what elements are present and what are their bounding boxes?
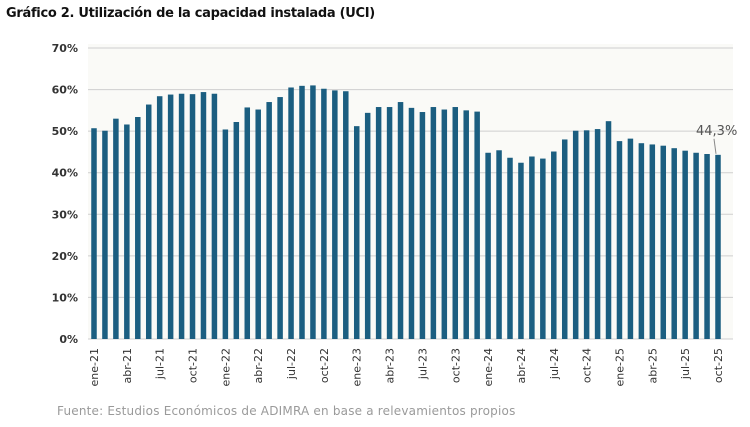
x-tick-label: ene-25 [613,348,626,386]
bar-may-22 [266,102,272,340]
bar-dic-21 [211,93,218,339]
x-tick-label: oct-21 [187,348,200,383]
y-tick-label: 30% [52,208,78,221]
x-tick-label: oct-22 [318,348,331,383]
bar-sep-23 [441,109,448,339]
bar-may-21 [135,117,141,339]
bar-jun-23 [408,107,415,339]
bar-nov-22 [332,90,338,339]
bar-oct-23 [452,107,459,339]
bar-mar-22 [244,107,251,339]
bar-sep-21 [178,93,185,339]
x-tick-label: abr-23 [384,348,397,384]
bar-feb-25 [627,138,634,339]
bar-feb-22 [233,121,240,339]
bar-jun-22 [277,97,283,339]
x-tick-label: jul-25 [679,348,692,380]
bar-jul-22 [288,87,294,339]
bar-feb-23 [364,112,371,339]
bar-mar-23 [375,107,382,339]
x-tick-label: oct-23 [449,348,462,383]
bar-oct-21 [189,94,196,339]
bar-ene-24 [485,152,491,339]
bar-dic-24 [605,121,612,339]
x-tick-label: ene-21 [88,348,101,386]
x-tick-label: oct-24 [581,348,594,383]
bar-oct-25 [715,154,721,339]
bar-sep-24 [572,130,579,339]
bar-sep-25 [704,154,710,339]
bar-ene-23 [353,126,360,339]
bar-ago-23 [430,107,437,339]
x-tick-label: abr-24 [515,348,528,384]
bar-sep-22 [310,85,316,340]
bar-ago-22 [299,85,305,339]
bar-oct-24 [583,130,590,339]
chart-title: Gráfico 2. Utilización de la capacidad i… [6,6,375,21]
x-tick-label: ene-22 [219,348,232,386]
y-tick-label: 70% [52,42,78,55]
bar-jun-24 [540,158,546,339]
bar-abr-22 [255,109,261,339]
x-tick-label: jul-22 [285,348,298,380]
bar-ene-25 [616,141,623,339]
bar-jul-25 [682,150,688,339]
source-note: Fuente: Estudios Económicos de ADIMRA en… [57,404,516,418]
bar-may-25 [660,145,667,339]
x-tick-label: jul-21 [154,348,167,380]
bar-feb-21 [102,130,108,339]
x-tick-label: jul-24 [548,348,561,380]
y-tick-label: 40% [52,167,78,180]
bar-jun-25 [671,148,677,339]
y-tick-label: 0% [59,333,78,346]
bar-jul-21 [156,96,163,339]
bar-dic-23 [474,111,480,340]
x-tick-label: oct-25 [712,348,725,383]
bar-abr-21 [124,124,130,340]
bar-ago-21 [167,94,174,339]
y-tick-label: 60% [52,84,78,97]
bar-nov-23 [463,110,469,339]
bar-oct-22 [321,88,327,340]
bar-nov-21 [200,92,207,340]
bar-ene-22 [222,129,229,339]
bar-nov-24 [594,129,601,339]
x-tick-label: abr-25 [646,348,659,384]
bar-dic-22 [343,91,349,339]
y-tick-label: 20% [52,250,78,263]
data-label-last: 44,3% [696,124,737,139]
x-tick-label: abr-21 [121,348,134,384]
annotation-leader [713,138,717,154]
bar-feb-24 [496,150,502,339]
bar-jun-21 [145,104,152,339]
x-tick-label: ene-24 [482,348,495,386]
bar-may-23 [397,102,404,340]
y-tick-label: 50% [52,125,78,138]
y-tick-label: 10% [52,291,78,304]
bar-jul-23 [419,112,426,340]
bar-mar-24 [507,157,513,339]
bar-mar-25 [638,143,645,339]
x-tick-label: ene-23 [351,348,364,386]
x-tick-label: abr-22 [252,348,265,384]
x-tick-label: jul-23 [416,348,429,380]
bar-abr-24 [518,162,524,339]
bar-ene-21 [91,128,97,339]
bar-mar-21 [113,118,119,340]
bar-jul-24 [551,151,557,339]
bar-ago-24 [561,139,568,339]
bar-abr-25 [649,144,656,339]
bar-ago-25 [693,152,699,339]
bar-abr-23 [386,107,393,339]
bar-may-24 [529,156,535,339]
